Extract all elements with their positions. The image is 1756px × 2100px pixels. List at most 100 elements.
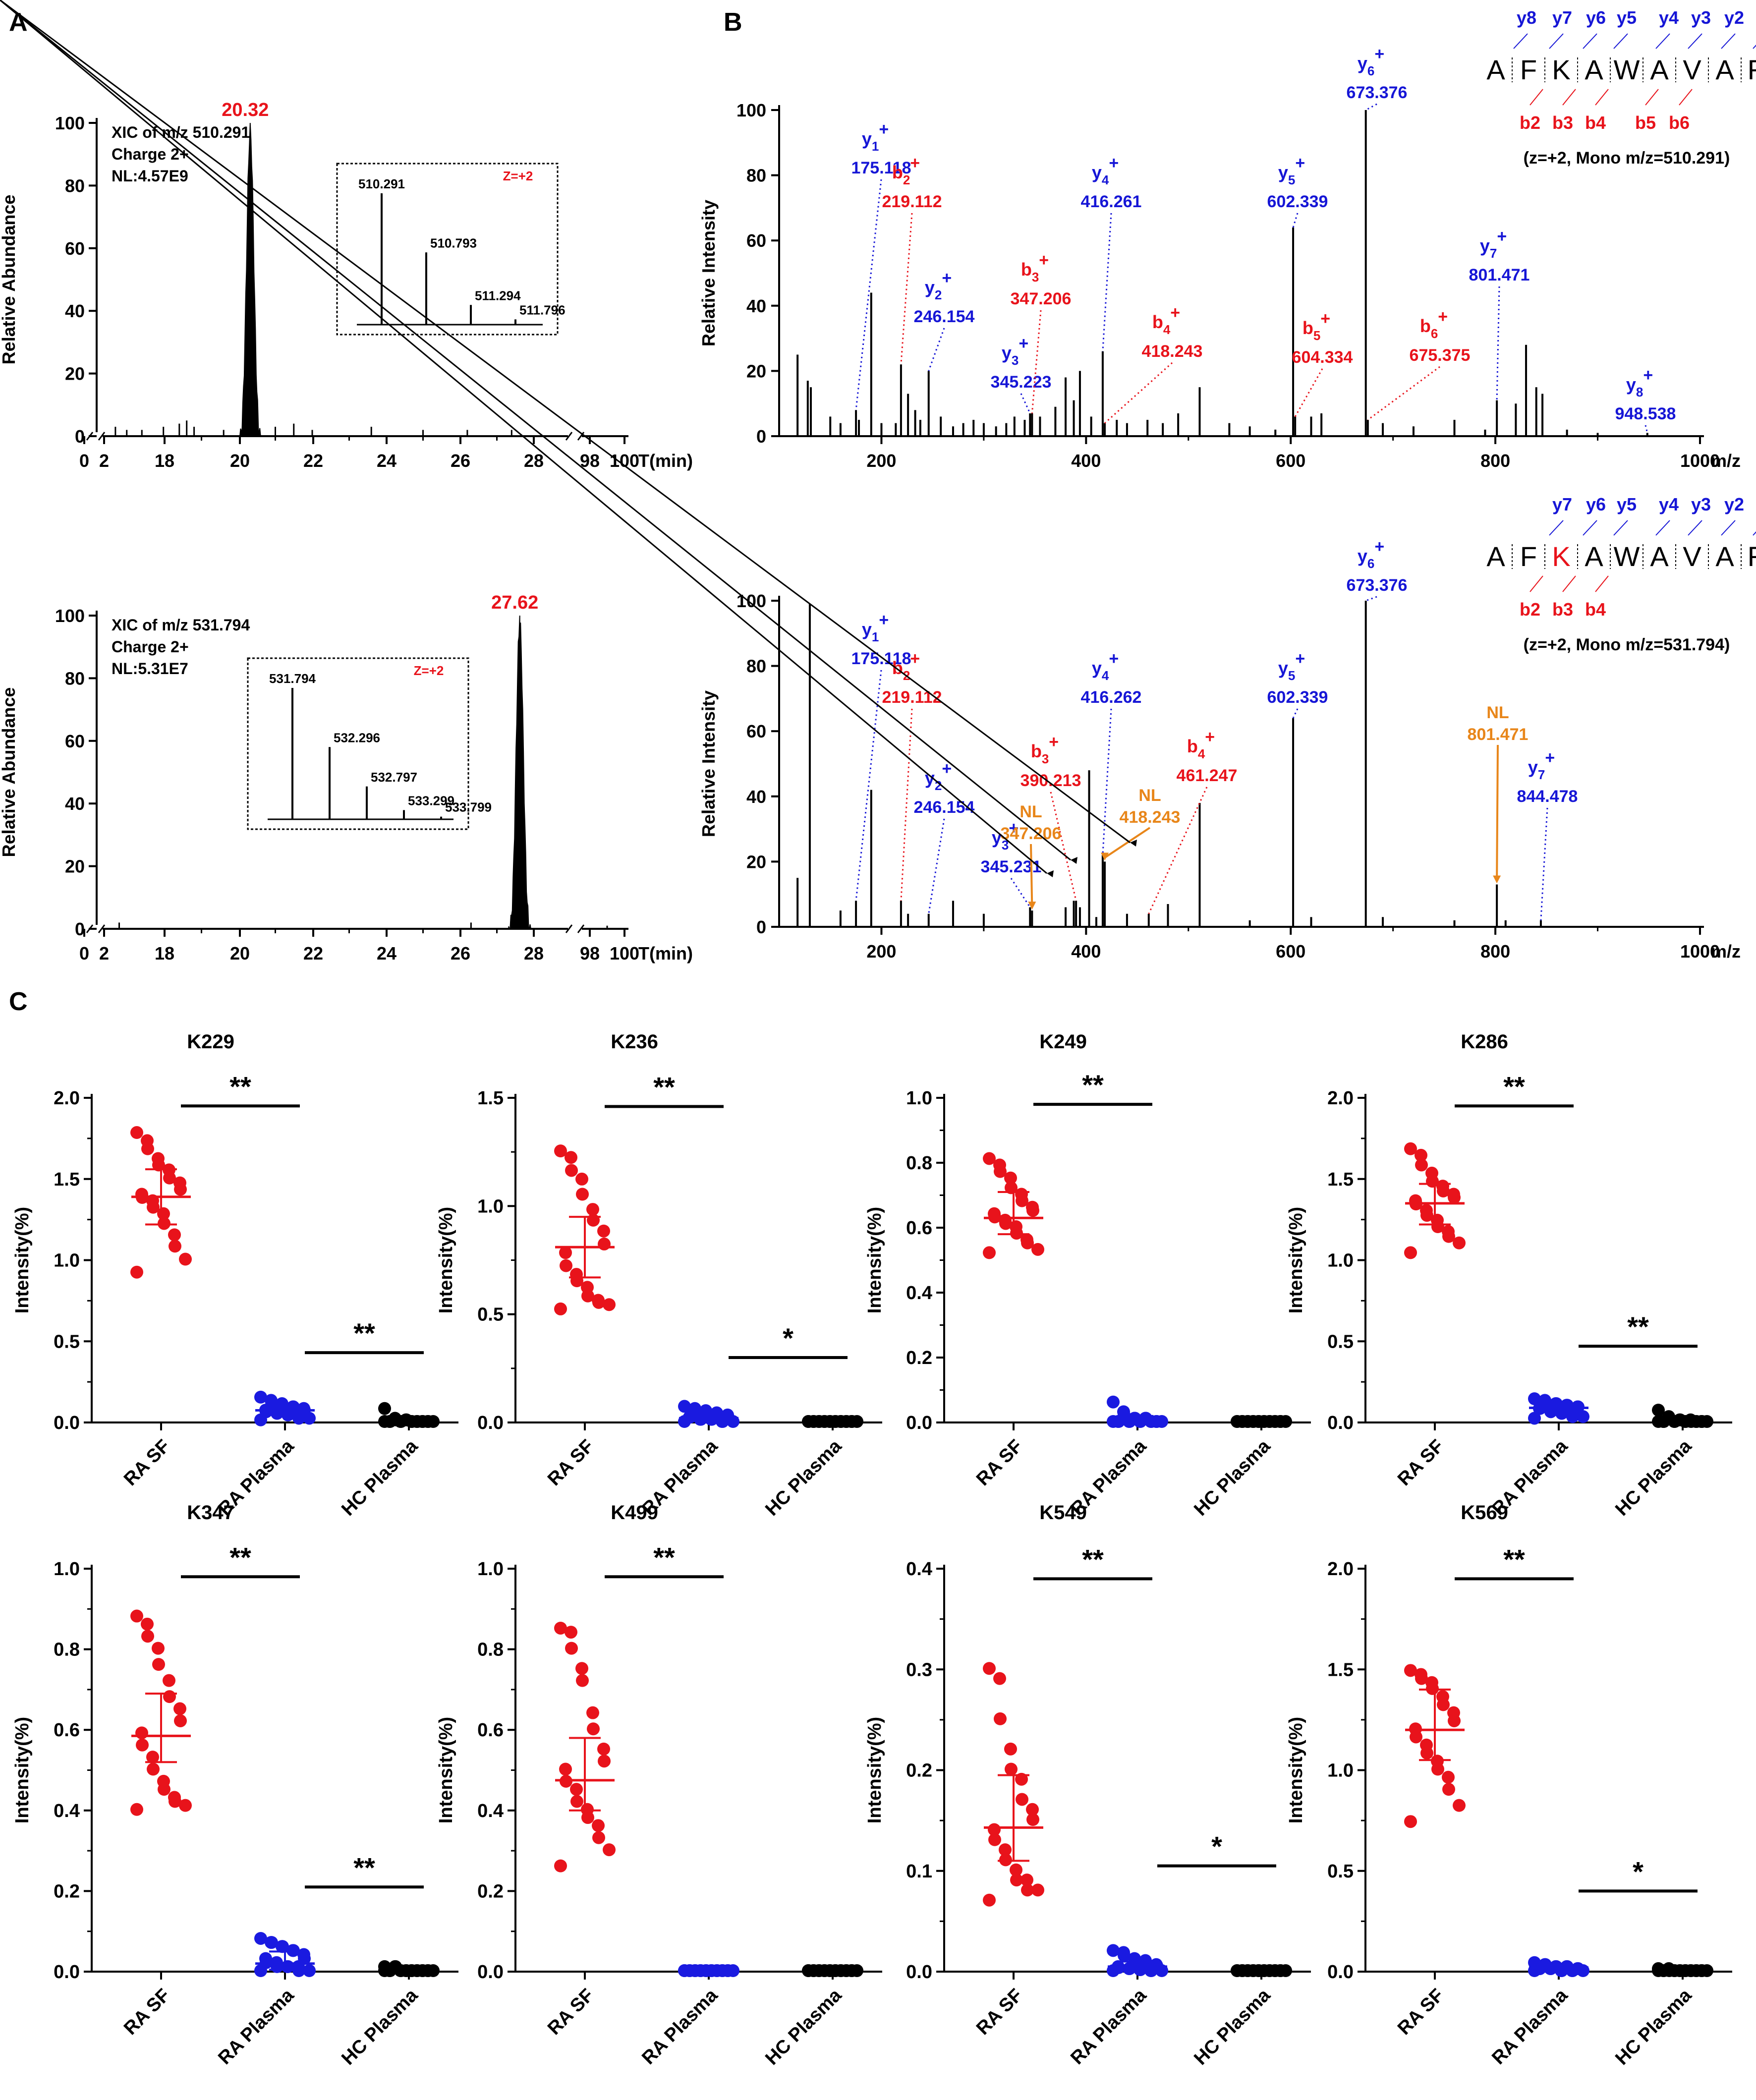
significance-label: * [1211, 1831, 1222, 1862]
axis-break-mark [98, 924, 106, 933]
data-point [135, 1726, 148, 1740]
b-ion-arrow [1679, 89, 1693, 106]
ion-mz-label: 948.538 [1615, 404, 1676, 423]
y-tick-label: 0.2 [54, 1881, 80, 1902]
data-point [592, 1296, 605, 1309]
data-point [598, 1755, 611, 1768]
ion-connector [1148, 787, 1208, 914]
y-tick-label: 1.0 [1327, 1760, 1354, 1781]
sequence-residue: W [1614, 54, 1640, 85]
xic-peak-label: 20.32 [222, 100, 269, 120]
data-point [983, 1246, 996, 1259]
data-point [592, 1831, 605, 1844]
x-tick-label: 24 [377, 943, 397, 964]
y-ion-series-label: y6 [1586, 494, 1606, 514]
data-point [1404, 1142, 1417, 1155]
y-ion-arrow [1549, 33, 1564, 49]
group-label: RA SF [120, 1985, 174, 2039]
data-point [575, 1662, 588, 1675]
ion-name: y3+ [1002, 334, 1028, 368]
y-tick-label: 0.2 [906, 1348, 932, 1368]
ion-mz-label: 219.112 [882, 192, 942, 211]
data-point [598, 1237, 611, 1250]
y-ion-arrow [1655, 33, 1670, 49]
significance-label: ** [1503, 1543, 1525, 1575]
data-point [559, 1762, 572, 1776]
ion-connector [1367, 366, 1440, 421]
b-ion-arrow [1595, 575, 1609, 592]
data-point [576, 1674, 589, 1687]
sequence-residue: A [1486, 54, 1505, 85]
y-ion-series-label: y3 [1691, 7, 1711, 28]
data-point [1004, 1742, 1017, 1756]
mass-shift-arrowhead [1071, 857, 1077, 864]
y-ion-series-label: y4 [1659, 7, 1679, 28]
isotope-inset-charge: Z=+2 [414, 663, 444, 678]
ion-mz-label: 175.118 [851, 159, 911, 177]
y-axis-label: Intensity(%) [1286, 1207, 1306, 1313]
data-point [1005, 1181, 1018, 1194]
data-point [169, 1795, 181, 1808]
data-point [983, 1662, 996, 1675]
y-ion-arrow [1688, 520, 1702, 536]
y-ion-series-label: y2 [1724, 7, 1744, 28]
ion-mz-label: 345.223 [991, 373, 1052, 392]
isotope-peak-label: 533.299 [408, 793, 454, 808]
data-point [1431, 1762, 1444, 1776]
ion-connector [855, 179, 882, 410]
ion-connector [1496, 286, 1500, 400]
panel-label-c: C [9, 987, 28, 1016]
ion-mz-label: 602.339 [1267, 192, 1328, 211]
ion-mz-label: 416.261 [1081, 192, 1142, 211]
sequence-residue: A [1585, 54, 1603, 85]
data-point [303, 1964, 316, 1977]
data-point [994, 1165, 1007, 1178]
data-point [179, 1799, 192, 1812]
x-axis-label: m/z [1711, 941, 1741, 962]
ion-name: b6+ [1420, 307, 1448, 341]
xic-main-peak [239, 122, 262, 437]
group-label: RA SF [544, 1436, 598, 1490]
b-ion-series-label: b4 [1585, 599, 1606, 620]
data-point [565, 1151, 577, 1164]
ion-name: y5+ [1278, 649, 1305, 683]
data-point [554, 1144, 567, 1158]
sequence-residue: A [1650, 54, 1669, 85]
xic-info-line: NL:4.57E9 [112, 167, 188, 185]
axis-break-mark [565, 924, 573, 933]
y-tick-label: 20 [746, 361, 766, 381]
x-tick-label: 22 [303, 943, 323, 964]
y-tick-label: 0.4 [477, 1801, 504, 1821]
data-point [1448, 1714, 1461, 1727]
y-tick-label: 0.0 [1327, 1962, 1354, 1983]
y-tick-label: 0.0 [477, 1962, 504, 1983]
data-point [1021, 1883, 1034, 1897]
y-ion-arrow [1549, 520, 1564, 536]
xic-info-line: XIC of m/z 531.794 [112, 616, 250, 634]
data-point [168, 1228, 181, 1242]
ion-mz-label: 801.471 [1469, 266, 1530, 284]
b-ion-series-label: b3 [1552, 599, 1573, 620]
ion-mz-label: 347.206 [1011, 289, 1072, 308]
y-tick-label: 1.0 [477, 1559, 504, 1580]
y-ion-arrow [1583, 520, 1597, 536]
data-point [303, 1412, 316, 1425]
y-ion-series-label: y4 [1659, 494, 1679, 514]
data-point [163, 1674, 175, 1687]
y-tick-label: 0.4 [906, 1559, 932, 1580]
y-ion-series-label: y8 [1517, 7, 1536, 28]
data-point [1107, 1395, 1120, 1409]
group-label: RA SF [972, 1985, 1026, 2039]
scatter-panel-k499: 0.0 0.2 0.4 0.6 0.8 1.0 K499 Intensity(%) RA SF R… [436, 1502, 882, 2069]
ion-name: y2+ [925, 269, 952, 302]
data-point [554, 1859, 567, 1873]
b-ion-arrow [1529, 89, 1543, 106]
sequence-residue: A [1650, 541, 1669, 572]
ion-connector [1365, 103, 1377, 111]
x-tick-label: 28 [524, 943, 544, 964]
x-tick-label: 18 [155, 943, 174, 964]
isotope-inset-charge: Z=+2 [503, 169, 533, 183]
y-ion-arrow [1513, 33, 1528, 49]
